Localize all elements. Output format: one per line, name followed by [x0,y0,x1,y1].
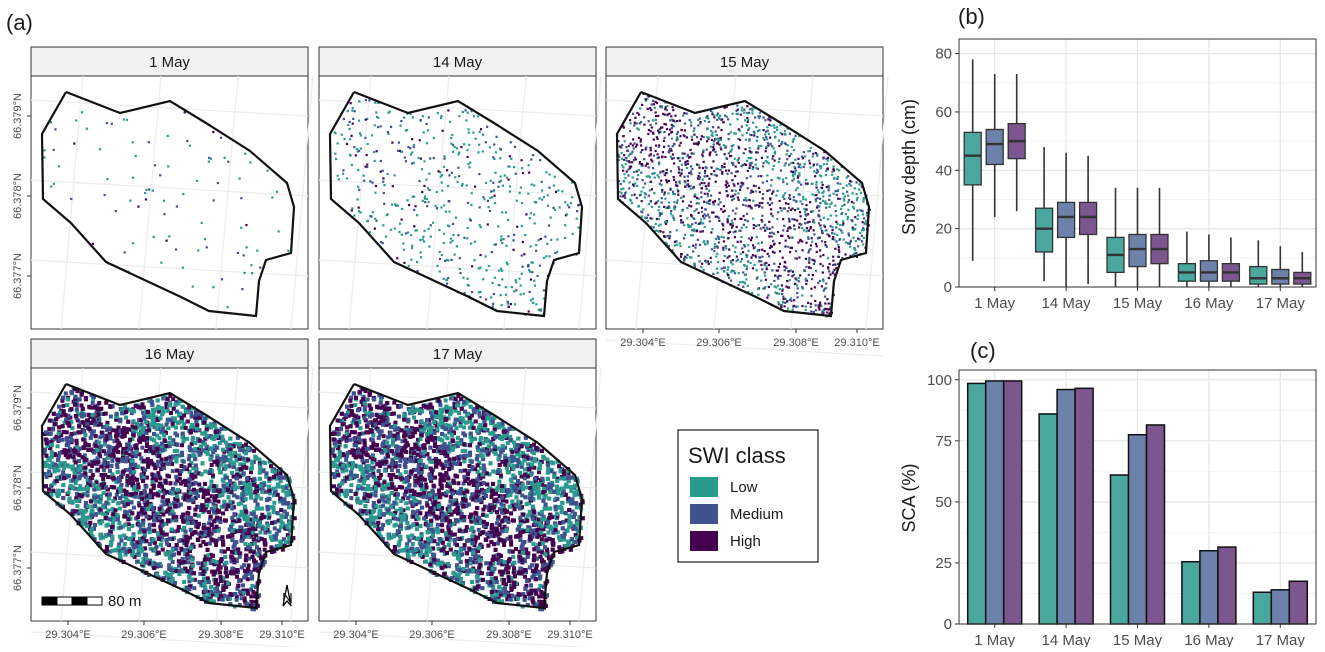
bar-low [1039,414,1057,624]
panel-b-x-tick-label: 16 May [1184,295,1234,312]
map-facet-15-may: 15 May [606,47,888,356]
facet-strip-label: 16 May [145,346,195,363]
panel-c-x-tick-label: 1 May [974,632,1015,647]
legend-label-low: Low [730,479,758,496]
panel-b-x-tick-label: 15 May [1113,295,1163,312]
lon-tick-label: 29.308°E [773,337,818,349]
panel-c-x-tick-label: 15 May [1113,632,1163,647]
bar-high [1004,381,1022,624]
panel-c-x-tick-label: 17 May [1256,632,1306,647]
bar-medium [1129,435,1147,624]
lon-tick-label: 29.308°E [486,629,531,641]
lon-tick-label: 29.308°E [198,629,243,641]
lat-tick-label: 66.378°N [12,173,24,219]
lat-tick-label: 66.379°N [12,385,24,431]
panel-c-y-tick-label: 0 [944,616,952,633]
lon-tick-label: 29.304°E [620,337,665,349]
facet-strip-label: 1 May [149,54,190,71]
lon-tick-label: 29.310°E [834,337,879,349]
bar-medium [1271,590,1289,624]
panel-b-y-tick-label: 40 [935,162,952,179]
box-body [1080,202,1097,234]
lon-tick-label: 29.304°E [45,629,90,641]
lon-tick-label: 29.306°E [121,629,166,641]
north-arrow-label: N [282,590,293,607]
box-body [1250,267,1267,285]
bar-high [1218,547,1236,624]
box-body [986,129,1003,164]
lon-tick-label: 29.306°E [696,337,741,349]
facet-strip-label: 15 May [720,54,770,71]
lon-tick-label: 29.304°E [333,629,378,641]
panel-c-label: (c) [970,338,996,363]
legend-label-medium: Medium [730,506,783,523]
panel-c-y-tick-label: 25 [935,555,952,572]
panel-b-y-axis-label: Snow depth (cm) [899,99,919,235]
bar-low [1182,562,1200,624]
panel-c-y-tick-label: 75 [935,433,952,450]
panel-b-y-tick-label: 80 [935,46,952,63]
bar-low [968,383,986,624]
legend-swatch-low [690,477,718,497]
panel-b-boxplot: (b) Snow depth (cm) 0 20 40 60 80 1 May 14 May… [899,4,1316,312]
bar-low [1111,475,1129,624]
panel-b-label: (b) [958,4,985,29]
panel-c-x-tick-label: 16 May [1184,632,1234,647]
bar-medium [986,381,1004,624]
lon-tick-label: 29.310°E [547,629,592,641]
panel-b-x-tick-label: 14 May [1041,295,1091,312]
panel-c-x-tick-label: 14 May [1041,632,1091,647]
box-body [1200,261,1217,281]
lat-tick-label: 66.379°N [12,93,24,139]
box-body [1036,208,1053,252]
legend-swatch-medium [690,504,718,524]
swi-class-legend: SWI class Low Medium High [678,430,818,562]
panel-c-y-axis-label: SCA (%) [899,463,919,532]
panel-b-x-tick-label: 1 May [974,295,1015,312]
lat-tick-label: 66.377°N [12,253,24,299]
bar-high [1289,581,1307,624]
bar-medium [1057,390,1075,624]
panel-c-y-tick-label: 100 [927,372,952,389]
legend-label-high: High [730,533,761,550]
panel-a-label: (a) [6,10,33,35]
box-body [1129,234,1146,266]
bar-low [1253,592,1271,624]
box-body [1272,269,1289,284]
panel-b-y-tick-label: 20 [935,221,952,238]
legend-swatch-high [690,531,718,551]
facet-strip-label: 14 May [433,54,483,71]
latitude-ticks: 66.379°N 66.378°N 66.377°N 66.379°N 66.378°N… [12,93,31,591]
panel-c-bar-chart: (c) SCA (%) 0 25 50 75 100 1 May 14 May 15 May 1… [899,338,1316,647]
lat-tick-label: 66.377°N [12,545,24,591]
facet-strip-label: 17 May [433,346,483,363]
bar-high [1075,388,1093,624]
map-facet-1-may: 1 May [31,47,313,356]
lat-tick-label: 66.378°N [12,465,24,511]
map-facet-14-may: 14 May [319,47,601,356]
panel-b-x-tick-label: 17 May [1256,295,1306,312]
legend-title: SWI class [688,443,786,468]
scale-bar-label: 80 m [108,593,141,610]
panel-b-y-tick-label: 60 [935,104,952,121]
box-body [964,132,981,185]
panel-c-y-tick-label: 50 [935,494,952,511]
bar-medium [1200,551,1218,624]
lon-tick-label: 29.310°E [259,629,304,641]
lon-tick-label: 29.306°E [409,629,454,641]
panel-b-y-tick-label: 0 [944,279,952,296]
box-body [1058,202,1075,237]
bar-high [1147,425,1165,624]
map-facet-17-may: 17 May [319,339,601,647]
